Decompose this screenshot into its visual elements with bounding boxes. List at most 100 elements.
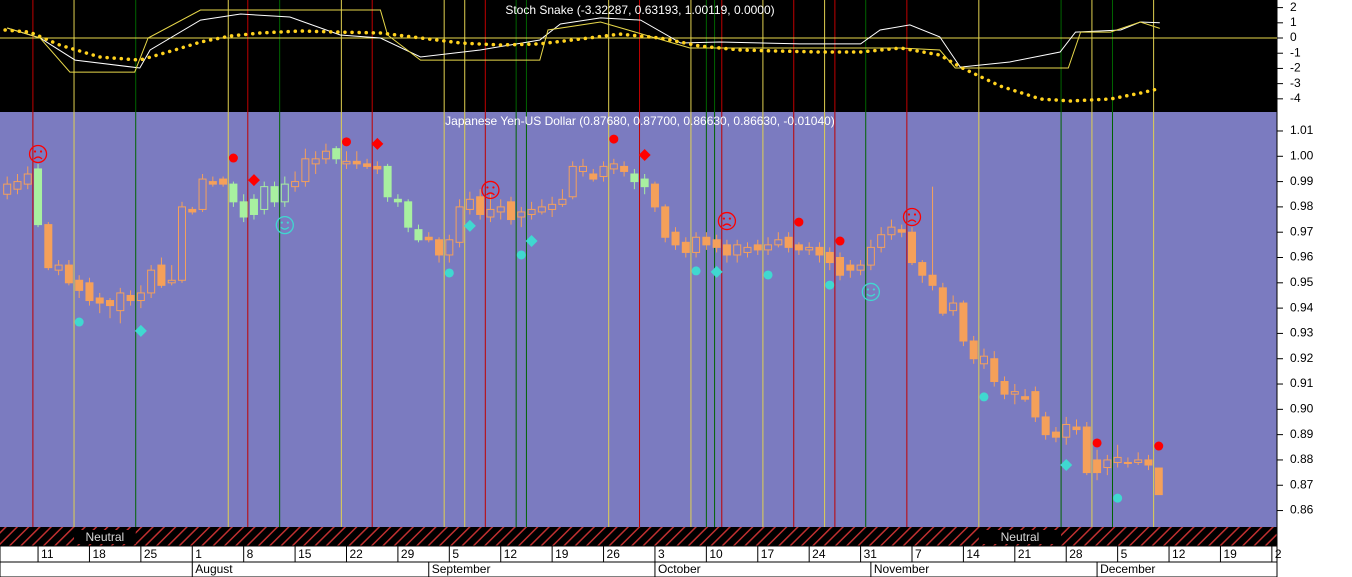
candle-body (949, 302, 958, 312)
regime-label: Neutral (86, 530, 125, 544)
face-eye (286, 221, 289, 224)
candle-body (476, 196, 485, 215)
candle-body (1103, 459, 1112, 469)
signal-diamond (1060, 459, 1073, 472)
regime-box (74, 530, 136, 544)
candle-body (568, 165, 577, 198)
face-eye (39, 150, 43, 153)
signal-dot (1092, 438, 1102, 448)
candle-body (959, 302, 968, 342)
signal-diamond (134, 324, 147, 337)
candle-body (1144, 459, 1153, 466)
y-tick-label: -1 (1290, 45, 1301, 59)
y-tick-label: 1 (1290, 15, 1297, 29)
face-outline (717, 211, 737, 231)
candle-body (136, 292, 145, 302)
y-tick-label: -3 (1290, 76, 1301, 90)
candle-body (291, 181, 300, 188)
candle-body (116, 292, 125, 312)
candle-body (260, 186, 269, 210)
oscillator-line (7, 9, 1160, 73)
candle-body (743, 246, 752, 253)
candle-body (373, 165, 382, 170)
candle-body (1000, 380, 1009, 395)
x-tick-label: 5 (1121, 547, 1128, 561)
candle-body (661, 206, 670, 238)
candle-body (866, 246, 875, 266)
face-mouth (486, 192, 495, 196)
month-label: August (195, 562, 233, 576)
candle-body (1154, 467, 1163, 496)
x-tick-label: 1 (195, 547, 202, 561)
face-outline (861, 282, 881, 302)
candle-body (157, 264, 166, 286)
candle-body (208, 181, 217, 185)
x-tick-label: 24 (812, 547, 826, 561)
signal-dot (341, 137, 351, 147)
signal-dot (794, 217, 804, 227)
candle-body (846, 264, 855, 271)
candle-body (969, 340, 978, 360)
regime-label: Neutral (1001, 530, 1040, 544)
y-tick-label: 0.88 (1290, 452, 1314, 466)
candle-body (270, 186, 279, 203)
candle-body (1021, 396, 1030, 400)
candle-body (650, 183, 659, 208)
candle-body (1113, 456, 1122, 463)
candle-body (44, 224, 53, 269)
x-tick-label: 5 (452, 547, 459, 561)
y-tick-label: 1.01 (1290, 123, 1314, 137)
candle-body (177, 206, 186, 281)
x-tick-label: 12 (504, 547, 518, 561)
x-tick-label: 15 (298, 547, 312, 561)
candle-body (517, 211, 526, 218)
candle-body (1082, 426, 1091, 474)
month-label: November (874, 562, 929, 576)
y-tick-label: -4 (1290, 91, 1301, 105)
signal-dot (516, 250, 526, 260)
candle-body (815, 246, 824, 256)
face-eye (280, 221, 283, 224)
y-tick-label: 0.96 (1290, 250, 1314, 264)
face-eye (33, 150, 37, 153)
y-tick-label: 1.00 (1290, 148, 1314, 162)
candle-body (887, 226, 896, 236)
oscillator-line (7, 13, 1160, 69)
candle-body (671, 231, 680, 246)
signal-dot (825, 280, 835, 290)
y-tick-label: 0.90 (1290, 402, 1314, 416)
candle-body (34, 168, 43, 226)
face-mouth (907, 219, 917, 223)
signal-diamond (525, 235, 538, 248)
candle-body (856, 264, 865, 271)
face-eye (722, 217, 726, 220)
candle-body (106, 300, 115, 307)
signal-dot (609, 134, 619, 144)
candle-body (249, 198, 258, 215)
frown-face (28, 144, 48, 164)
candle-body (1062, 424, 1071, 438)
candle-body (825, 251, 834, 264)
candle-body (321, 150, 330, 160)
face-eye (728, 217, 732, 220)
candle-body (620, 165, 629, 172)
x-tick-label: 19 (1223, 547, 1237, 561)
signal-dot (444, 268, 454, 278)
month-label: September (432, 562, 491, 576)
face-eye (913, 213, 917, 216)
candle-body (630, 173, 639, 183)
candle-body (764, 244, 773, 251)
candle-body (548, 203, 557, 210)
candle-body (54, 264, 63, 271)
candle-body (465, 198, 474, 210)
signal-diamond (638, 149, 651, 162)
candle-body (280, 183, 289, 203)
candle-body (404, 201, 413, 228)
x-tick-label: 21 (1018, 547, 1032, 561)
candle-body (126, 294, 135, 302)
candle-body (64, 264, 73, 284)
y-tick-label: 0.87 (1290, 477, 1314, 491)
candle-body (702, 236, 711, 246)
candle-body (578, 165, 587, 172)
